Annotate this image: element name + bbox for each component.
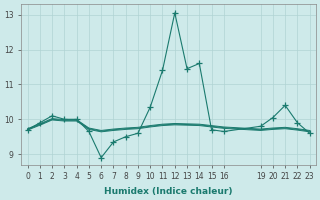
X-axis label: Humidex (Indice chaleur): Humidex (Indice chaleur) <box>104 187 233 196</box>
